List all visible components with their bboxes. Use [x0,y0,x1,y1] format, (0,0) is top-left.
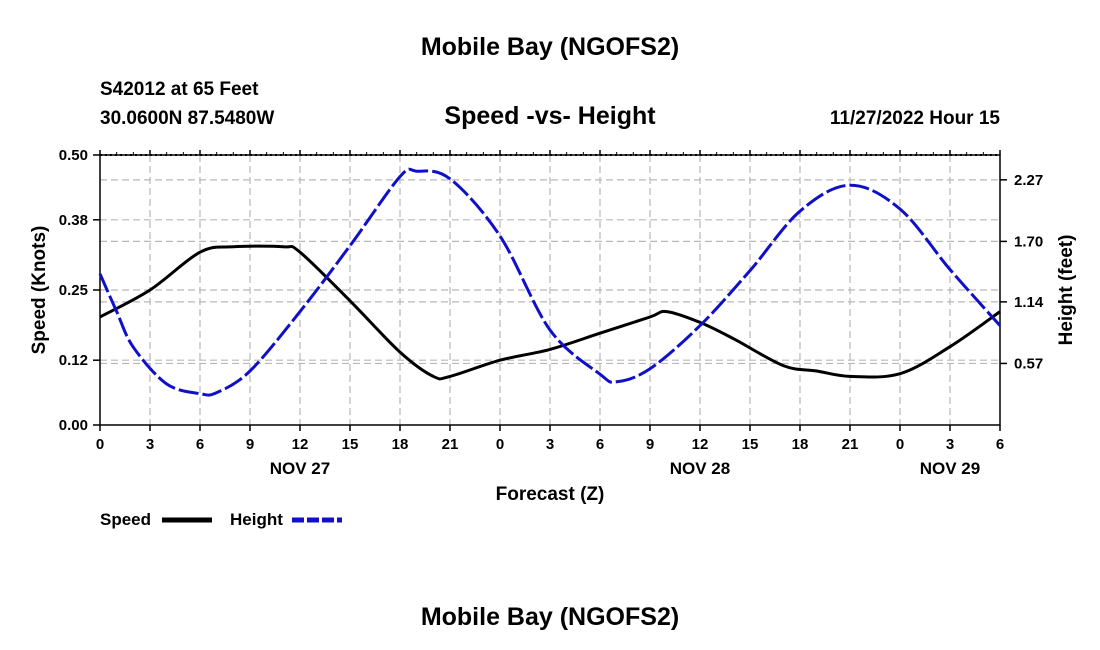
right-y-tick-label: 1.70 [1014,233,1043,250]
left-y-tick-label: 0.38 [59,212,88,229]
legend-speed-label: Speed [100,510,151,529]
right-axis-title: Height (feet) [1056,235,1077,346]
chart-subtitle: Speed -vs- Height [444,102,656,130]
axes: 0 3 6 9 12 15 18 21 0 3 6 9 12 15 18 21 0 3 6 NOV 27 NOV 28 N… [59,147,1044,478]
x-tick-label: 6 [596,436,604,453]
date-label: NOV 29 [920,459,980,478]
left-y-tick-label: 0.25 [59,282,88,299]
footer-title: Mobile Bay (NGOFS2) [421,603,679,631]
left-axis-title: Speed (Knots) [29,226,50,355]
coordinates-label: 30.0600N 87.5480W [100,108,274,129]
series-line-height [98,167,1002,397]
x-tick-label: 18 [392,436,409,453]
x-tick-label: 6 [996,436,1004,453]
x-tick-label: 12 [692,436,709,453]
left-y-tick-label: 0.12 [59,352,88,369]
right-y-tick-label: 0.57 [1014,355,1043,372]
x-tick-label: 9 [646,436,654,453]
x-tick-label: 9 [246,436,254,453]
legend: Speed Height [100,510,342,529]
x-tick-label: 0 [496,436,504,453]
x-tick-label: 3 [146,436,154,453]
series-line-speed [99,244,1001,381]
page-title: Mobile Bay (NGOFS2) [421,33,679,61]
x-tick-label: 12 [292,436,309,453]
x-tick-label: 15 [742,436,759,453]
legend-height-label: Height [230,510,283,529]
x-tick-label: 0 [96,436,104,453]
x-tick-label: 6 [196,436,204,453]
date-label: NOV 27 [270,459,330,478]
date-label: NOV 28 [670,459,730,478]
x-tick-label: 3 [546,436,554,453]
x-axis-title: Forecast (Z) [496,484,605,505]
station-label: S42012 at 65 Feet [100,79,259,100]
x-tick-label: 15 [342,436,359,453]
x-tick-label: 3 [946,436,954,453]
left-y-tick-label: 0.00 [59,417,88,434]
x-tick-label: 21 [442,436,459,453]
right-y-tick-label: 1.14 [1014,294,1044,311]
x-tick-label: 18 [792,436,809,453]
timestamp-label: 11/27/2022 Hour 15 [830,108,1000,129]
x-tick-label: 0 [896,436,904,453]
left-y-tick-label: 0.50 [59,147,88,164]
right-y-tick-label: 2.27 [1014,172,1043,189]
series-group [98,167,1002,397]
x-tick-label: 21 [842,436,859,453]
